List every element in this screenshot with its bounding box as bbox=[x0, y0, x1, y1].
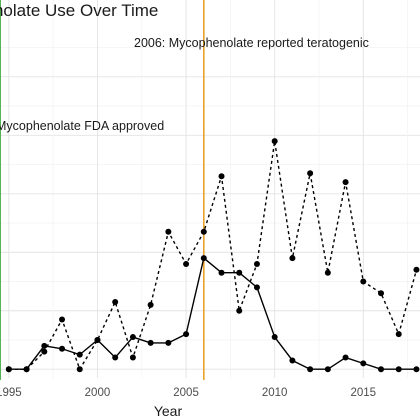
data-point bbox=[360, 360, 367, 367]
data-point bbox=[289, 357, 296, 364]
data-point bbox=[129, 334, 136, 341]
data-point bbox=[378, 290, 385, 297]
data-point bbox=[289, 255, 296, 262]
data-point bbox=[342, 354, 349, 361]
data-point bbox=[94, 336, 101, 343]
data-point bbox=[59, 316, 66, 323]
data-point bbox=[378, 366, 385, 373]
data-point bbox=[76, 366, 83, 373]
data-point bbox=[253, 284, 260, 291]
data-point bbox=[23, 366, 30, 373]
x-tick-label: 2015 bbox=[350, 387, 376, 399]
data-point bbox=[360, 278, 367, 285]
grid bbox=[0, 0, 420, 378]
x-tick-label: 2005 bbox=[173, 387, 199, 399]
data-point bbox=[147, 339, 154, 346]
data-point bbox=[76, 351, 83, 358]
data-point bbox=[342, 179, 349, 186]
data-point bbox=[413, 266, 420, 273]
x-tick-labels: 1995 2000 2005 2010 2015 bbox=[0, 387, 376, 399]
data-point bbox=[200, 228, 207, 235]
data-point bbox=[165, 339, 172, 346]
data-point bbox=[183, 331, 190, 338]
annotation-lines bbox=[0, 0, 205, 380]
series-layer bbox=[5, 138, 420, 373]
data-point bbox=[307, 366, 314, 373]
data-point bbox=[324, 269, 331, 276]
annotation-labels: Mycophenolate FDA approved 2006: Mycophen… bbox=[0, 36, 369, 133]
data-point bbox=[395, 366, 402, 373]
data-point bbox=[307, 170, 314, 177]
data-point bbox=[324, 366, 331, 373]
data-point bbox=[218, 269, 225, 276]
x-tick-label: 2010 bbox=[262, 387, 288, 399]
data-point bbox=[112, 298, 119, 305]
x-tick-label: 2000 bbox=[85, 387, 111, 399]
data-point bbox=[112, 354, 119, 361]
x-tick-label: 1995 bbox=[0, 387, 22, 399]
data-point bbox=[413, 366, 420, 373]
data-point bbox=[129, 354, 136, 361]
chart-title: Mycophenolate Use Over Time bbox=[0, 1, 158, 20]
data-point bbox=[395, 331, 402, 338]
series-line bbox=[8, 257, 417, 370]
annotation-label: Mycophenolate FDA approved bbox=[0, 119, 164, 133]
data-point bbox=[200, 255, 207, 262]
data-point bbox=[165, 228, 172, 235]
data-point bbox=[218, 173, 225, 180]
data-point bbox=[59, 345, 66, 352]
data-point bbox=[236, 269, 243, 276]
x-axis-label: Year bbox=[154, 403, 183, 419]
data-point bbox=[236, 307, 243, 314]
data-point bbox=[271, 138, 278, 145]
series-line bbox=[8, 140, 418, 370]
data-point bbox=[183, 260, 190, 267]
data-point bbox=[5, 366, 12, 373]
data-point bbox=[147, 301, 154, 308]
data-point bbox=[41, 342, 48, 349]
annotation-label: 2006: Mycophenolate reported teratogenic bbox=[134, 36, 369, 50]
data-point bbox=[271, 334, 278, 341]
data-point bbox=[253, 260, 260, 267]
data-point bbox=[41, 348, 48, 355]
